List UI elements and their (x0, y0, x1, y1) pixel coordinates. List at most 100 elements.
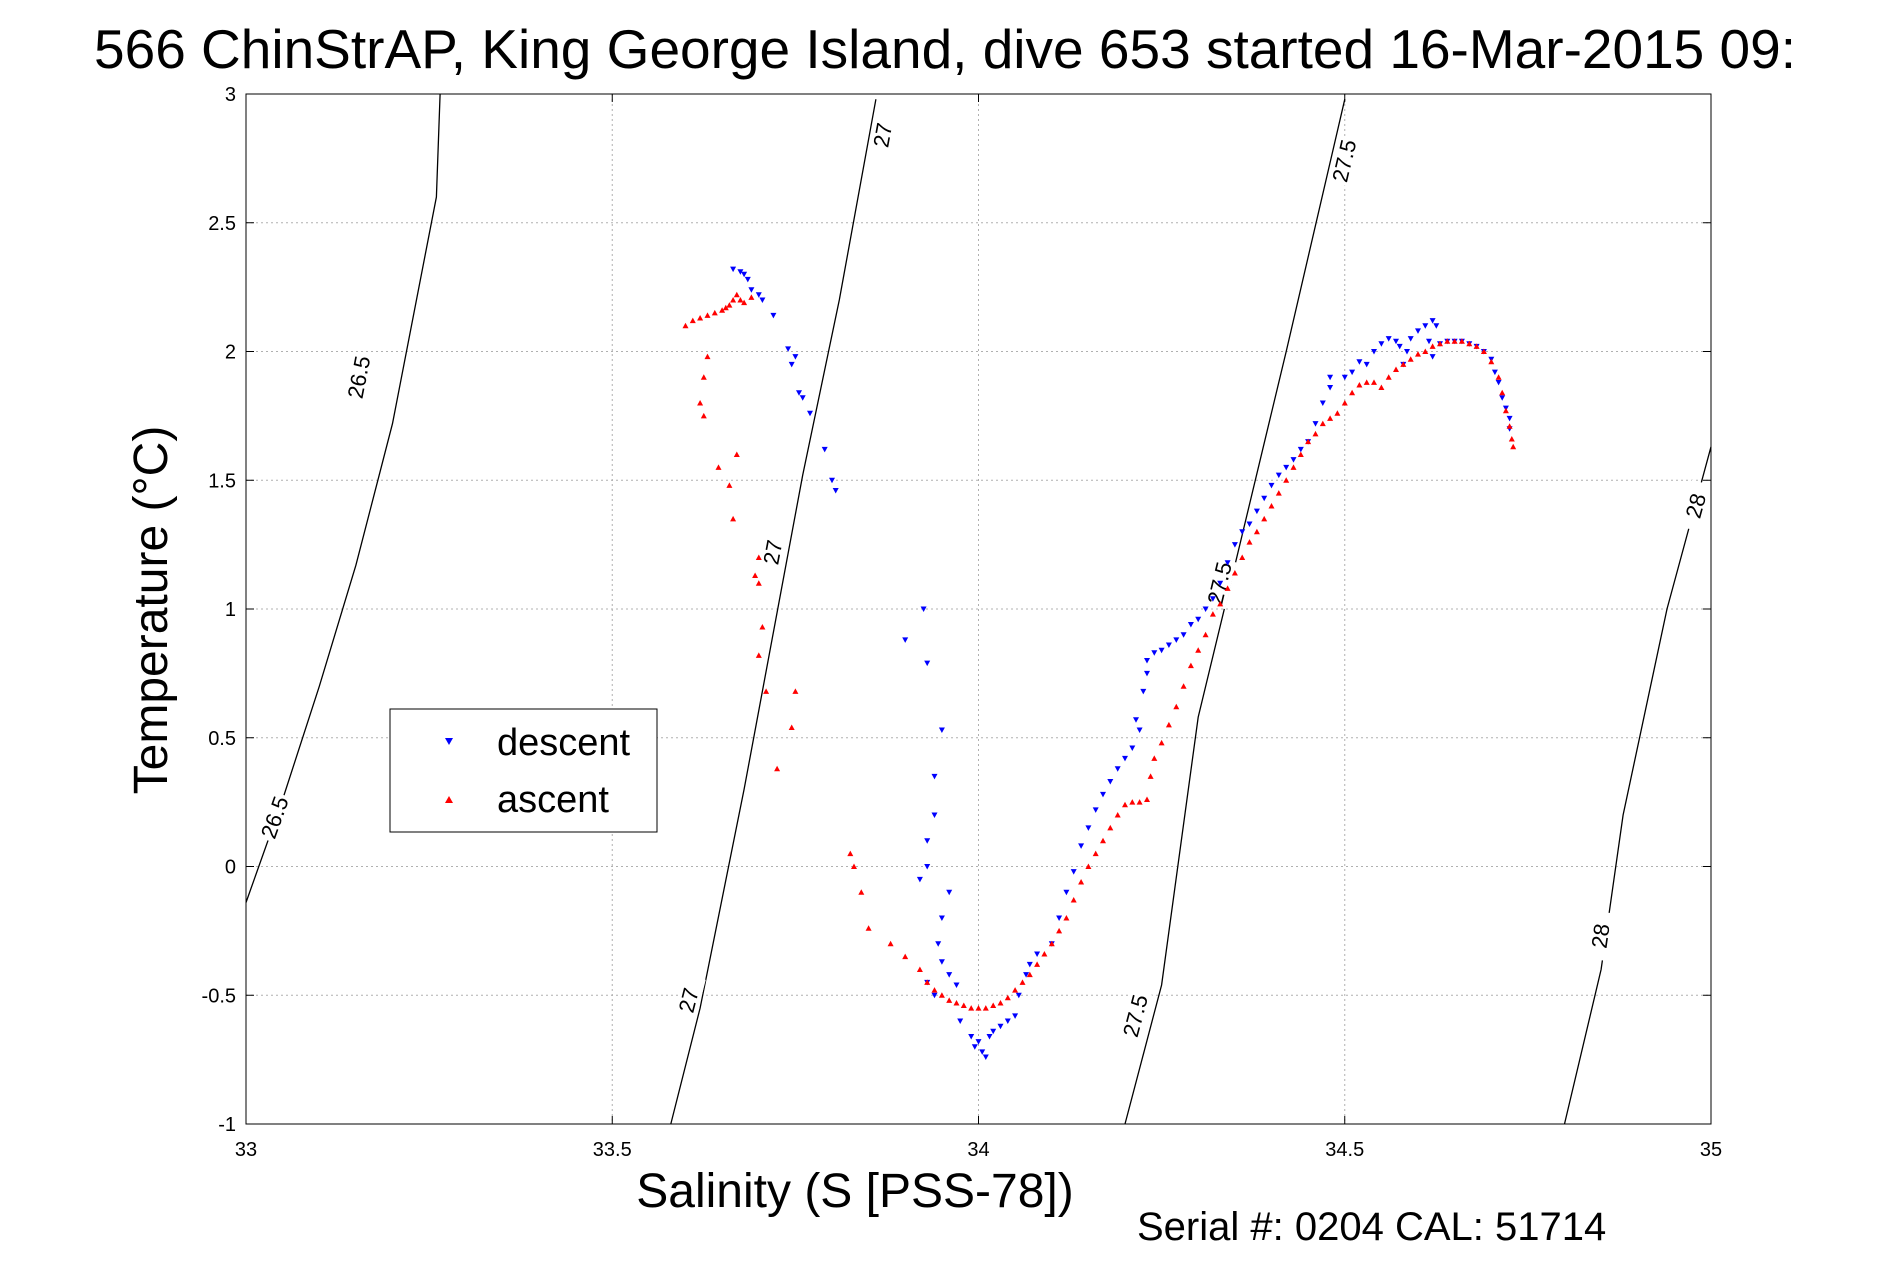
descent-point (1151, 650, 1158, 656)
ascent-point (722, 304, 729, 311)
descent-point (785, 346, 792, 352)
descent-point (1202, 606, 1209, 612)
descent-point (1341, 374, 1348, 381)
descent-point (938, 959, 945, 965)
descent-point (1144, 658, 1150, 664)
legend-descent-marker (445, 738, 453, 745)
descent-point (916, 876, 923, 883)
contour-label-bg (1119, 989, 1153, 1042)
y-tick-label: 3 (225, 84, 236, 106)
y-tick-label: 1 (225, 599, 236, 621)
descent-point (1217, 580, 1224, 587)
ascent-point (975, 1005, 982, 1011)
descent-point (1224, 560, 1231, 566)
descent-point (1349, 369, 1356, 376)
contour-label-bg (256, 791, 294, 844)
ascent-point (916, 966, 923, 972)
descent-point (1180, 632, 1187, 638)
descent-point (1499, 395, 1506, 401)
ascent-point (1070, 897, 1077, 903)
descent-point (1015, 992, 1022, 999)
ascent-point (1437, 340, 1443, 347)
ascent-point (1290, 464, 1297, 470)
ascent-point (1129, 799, 1136, 805)
ascent-point (704, 353, 711, 360)
descent-point (796, 390, 802, 396)
x-tick-label: 34.5 (1325, 1139, 1364, 1161)
ascent-point (748, 294, 755, 300)
ascent-point (851, 863, 857, 869)
ascent-point (1209, 611, 1216, 617)
descent-point (1246, 521, 1253, 527)
descent-point (902, 637, 909, 643)
descent-point (1290, 457, 1297, 463)
descent-point (953, 982, 960, 988)
y-tick-label: 2.5 (208, 213, 236, 235)
ascent-point (1480, 348, 1487, 354)
ascent-point (726, 302, 733, 308)
ascent-point (953, 1000, 960, 1006)
descent-point (1158, 647, 1165, 654)
ascent-point (1151, 755, 1158, 761)
ascent-point (902, 953, 909, 960)
ascent-point (1363, 379, 1370, 385)
ascent-point (1334, 410, 1341, 416)
descent-point (748, 287, 755, 293)
legend-ascent-marker (445, 796, 453, 803)
ascent-point (697, 400, 704, 406)
descent-point (1063, 889, 1070, 896)
contour-label-bg (868, 109, 899, 161)
descent-point (1433, 323, 1440, 329)
ascent-point (1063, 915, 1070, 921)
x-tick-label: 34 (967, 1139, 989, 1161)
ascent-point (1092, 850, 1099, 857)
descent-point (997, 1023, 1004, 1030)
descent-point (1268, 482, 1275, 489)
ascent-point (1488, 358, 1495, 365)
ascent-point (1195, 647, 1202, 653)
descent-point (1356, 359, 1363, 365)
contour-label-bg (344, 351, 375, 403)
descent-point (1056, 915, 1063, 921)
descent-point (1385, 336, 1392, 342)
descent-point (1396, 343, 1403, 350)
density-contour-line (1124, 99, 1346, 1125)
ascent-point (1458, 338, 1465, 344)
descent-point (1114, 766, 1121, 772)
ascent-point (1297, 451, 1304, 457)
ascent-point (1327, 415, 1334, 421)
ascent-point (682, 322, 689, 329)
descent-point (1165, 642, 1172, 648)
density-contour-line (1563, 446, 1712, 1125)
descent-point (1506, 415, 1513, 422)
ascent-point (1056, 927, 1063, 934)
density-contour-line (670, 99, 877, 1125)
descent-point (1283, 464, 1290, 471)
ascent-point (755, 554, 762, 560)
ascent-point (1239, 554, 1246, 560)
descent-point (1173, 637, 1180, 643)
ascent-point (719, 307, 726, 313)
descent-point (975, 1039, 982, 1045)
ascent-point (1283, 477, 1290, 483)
ascent-point (1400, 361, 1407, 367)
ascent-point (1305, 438, 1312, 445)
descent-point (1404, 349, 1410, 355)
descent-point (1187, 622, 1194, 628)
x-tick-label: 33.5 (593, 1139, 632, 1161)
ascent-point (700, 374, 707, 380)
ascent-point (1371, 379, 1377, 385)
ascent-point (1253, 528, 1260, 535)
ascent-point (968, 1005, 975, 1011)
ascent-point (1473, 343, 1480, 349)
legend-descent-label: descent (497, 722, 631, 764)
descent-point (1363, 361, 1370, 368)
ascent-point (730, 515, 737, 522)
y-tick-label: -1 (218, 1114, 236, 1136)
contour-label-bg (1586, 910, 1616, 962)
descent-point (971, 1044, 978, 1050)
descent-point (1078, 843, 1085, 849)
y-tick-label: 1.5 (208, 470, 236, 492)
ascent-point (1224, 585, 1231, 591)
legend-box (389, 708, 658, 833)
